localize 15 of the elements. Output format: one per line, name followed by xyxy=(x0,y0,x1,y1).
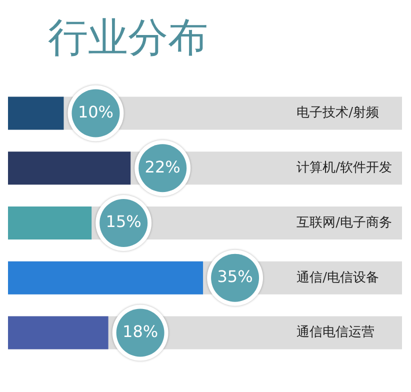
chart-title: 行业分布 xyxy=(47,14,209,63)
data-label: 18% xyxy=(122,322,158,341)
y-tick-label: 通信/电信设备 xyxy=(296,270,380,286)
y-tick-label: 互联网/电子商务 xyxy=(296,215,392,230)
bar xyxy=(8,152,131,185)
bar xyxy=(8,316,108,350)
bar xyxy=(8,206,92,240)
data-label: 15% xyxy=(106,212,142,232)
bar xyxy=(8,96,64,130)
y-tick-label: 通信电信运营 xyxy=(296,325,375,340)
y-tick-label: 电子技术/射频 xyxy=(296,106,380,121)
data-label: 22% xyxy=(144,157,180,176)
y-tick-label: 计算机/软件开发 xyxy=(296,160,392,176)
data-label: 10% xyxy=(78,102,114,122)
data-label: 35% xyxy=(217,267,253,286)
